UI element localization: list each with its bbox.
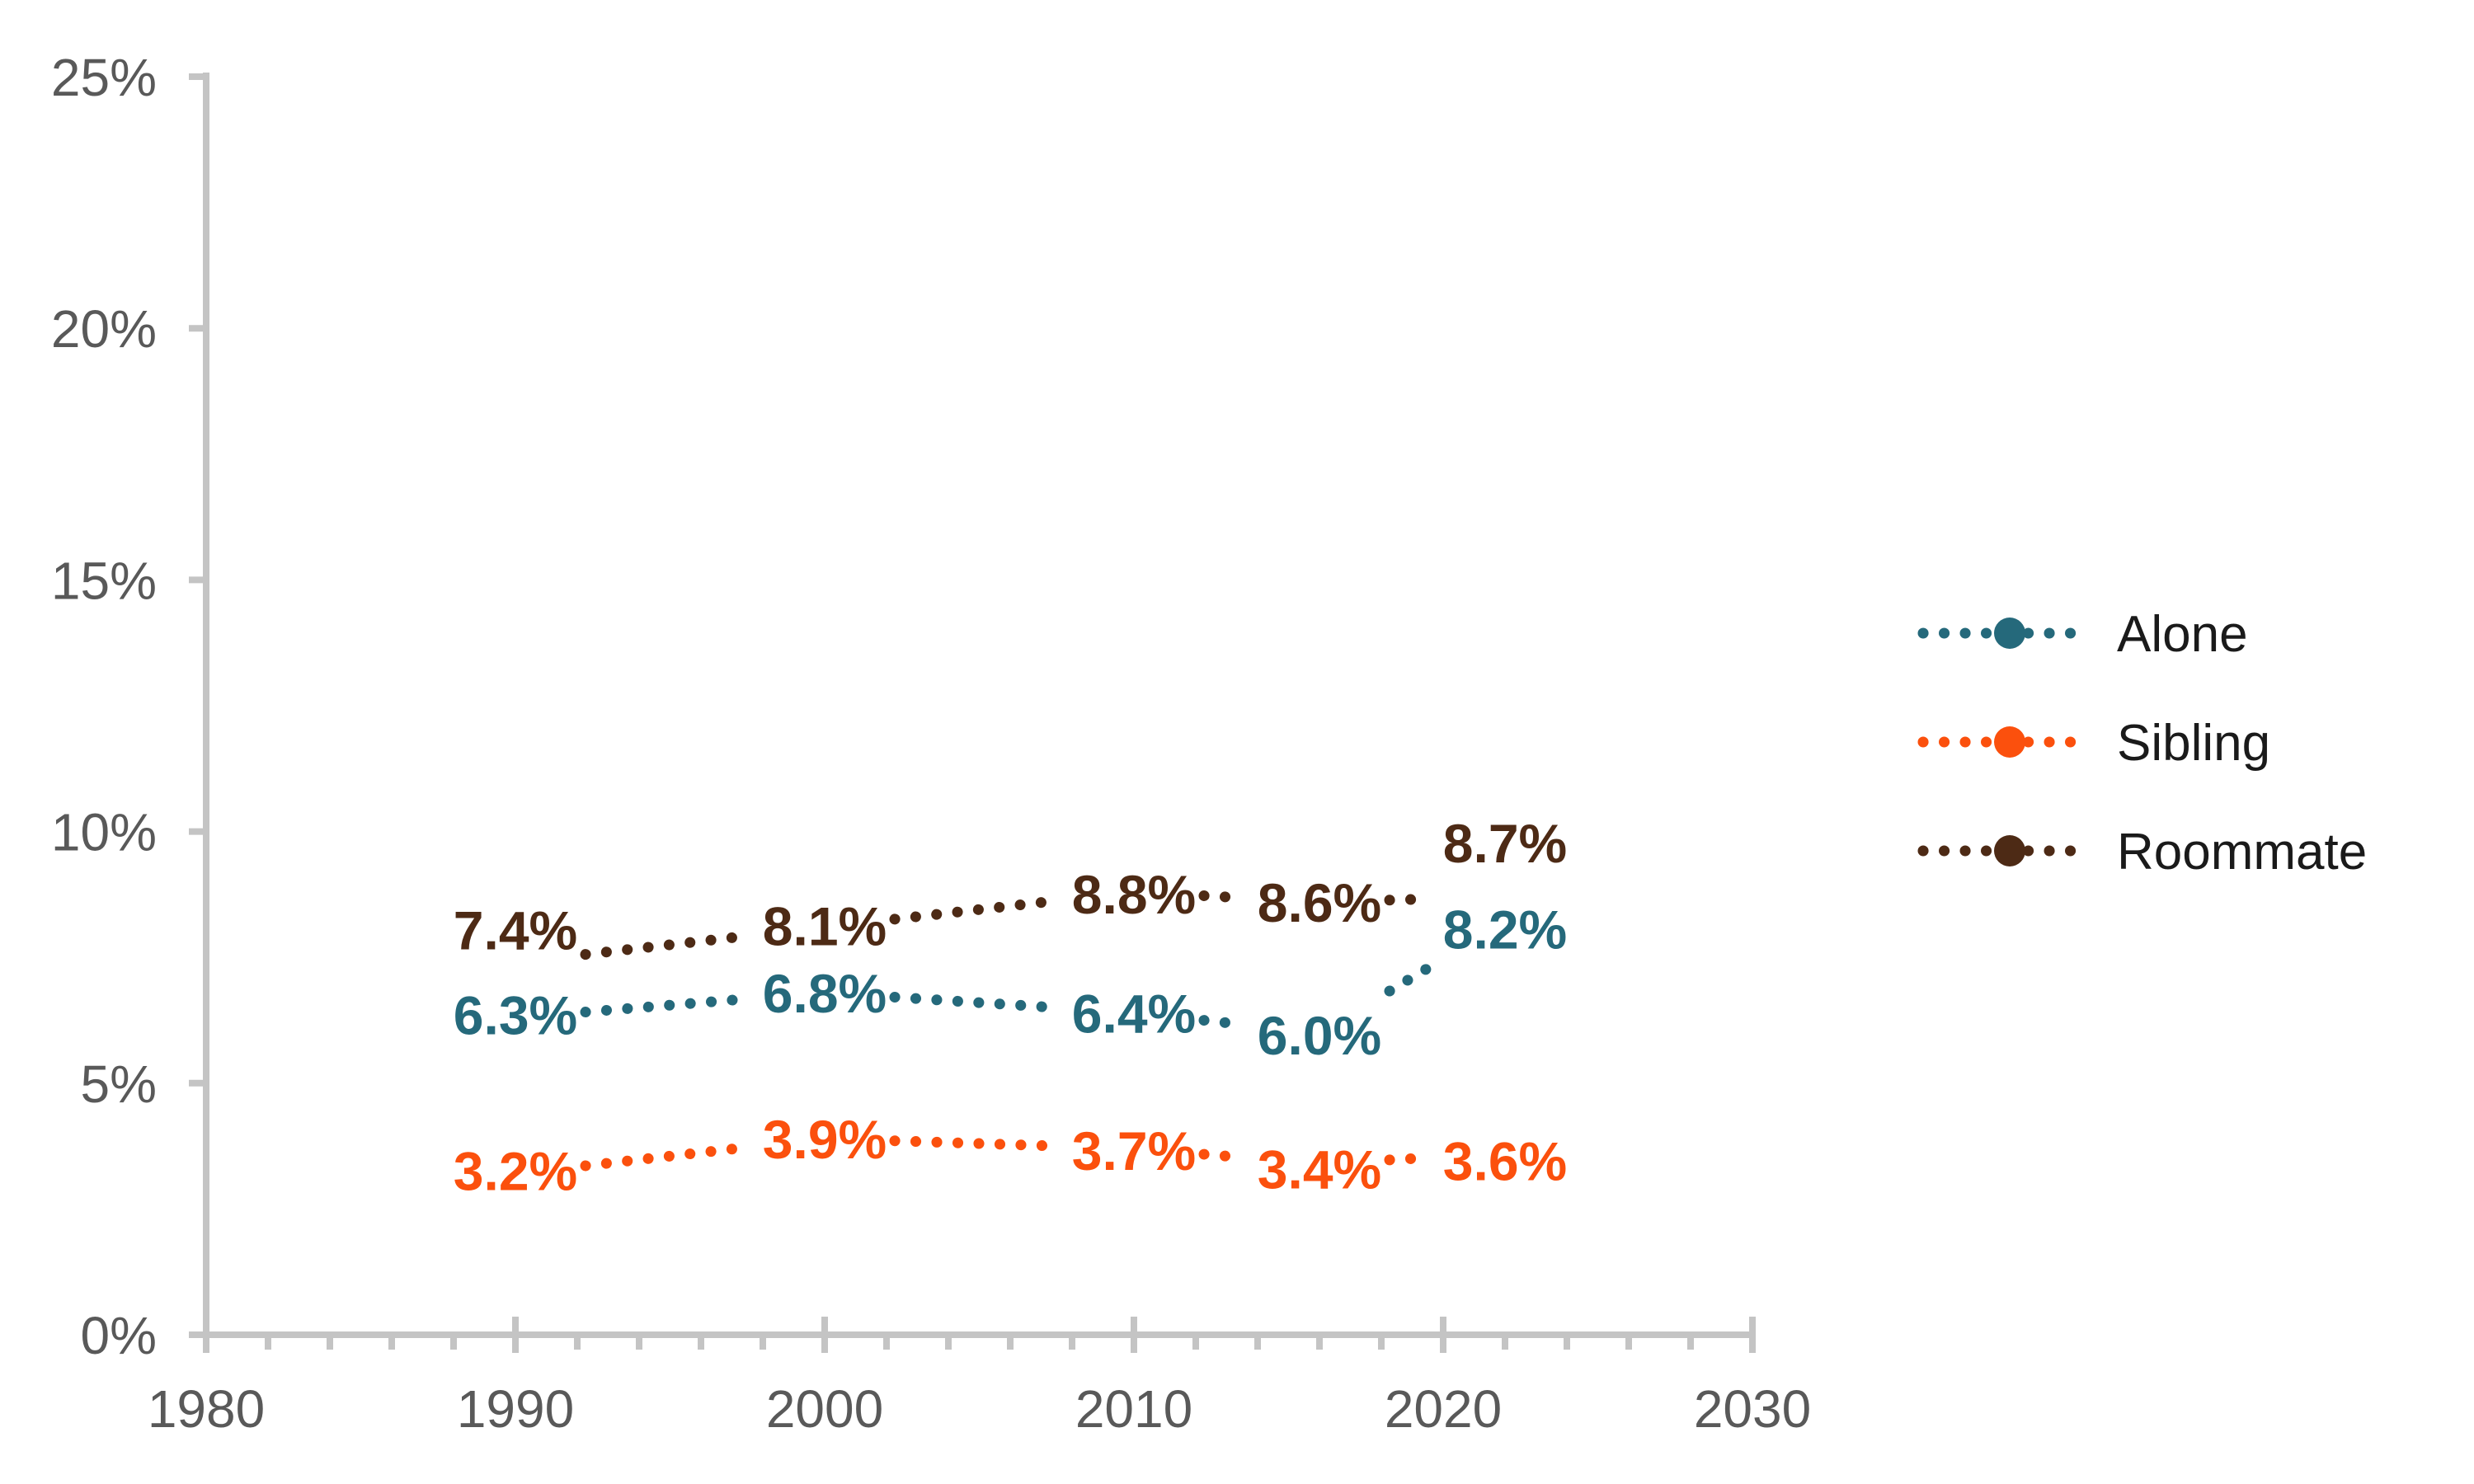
series-line-segment-sibling — [580, 1142, 752, 1172]
series-line-segment-sibling — [889, 1135, 1061, 1152]
legend-marker-dot-roommate — [1994, 835, 2025, 866]
y-axis-tick-label: 0% — [81, 1306, 158, 1365]
data-point-label-sibling: 3.9% — [763, 1109, 887, 1170]
legend-item-label-alone: Alone — [2117, 606, 2248, 663]
x-axis-tick-label: 2000 — [766, 1379, 883, 1439]
y-axis-tick-label: 5% — [81, 1054, 158, 1114]
y-axis-tick-label: 20% — [51, 299, 157, 359]
data-point-label-alone: 8.2% — [1443, 899, 1567, 960]
x-axis-tick-label: 2010 — [1075, 1379, 1192, 1439]
x-axis-tick-label: 2020 — [1385, 1379, 1502, 1439]
legend-marker-dot-alone — [1994, 618, 2025, 649]
data-point-label-roommate: 8.7% — [1443, 813, 1567, 874]
data-point-label-roommate: 8.6% — [1258, 872, 1381, 933]
series-line-segment-roommate — [580, 930, 752, 960]
data-point-label-sibling: 3.4% — [1258, 1139, 1381, 1200]
y-axis-tick-label: 15% — [51, 551, 157, 610]
series-line-segment-roommate — [889, 895, 1061, 925]
data-point-label-alone: 6.4% — [1072, 983, 1196, 1044]
series-line-segment-sibling — [1198, 1148, 1247, 1163]
legend-item-label-roommate: Roommate — [2117, 824, 2367, 881]
legend-item-label-sibling: Sibling — [2117, 715, 2270, 772]
y-axis-tick-label: 10% — [51, 803, 157, 862]
data-point-label-roommate: 7.4% — [454, 899, 577, 960]
series-line-segment-alone — [1384, 963, 1432, 997]
series-line-segment-roommate — [1384, 894, 1432, 906]
y-axis-tick-label: 25% — [51, 48, 157, 107]
data-point-label-roommate: 8.1% — [763, 896, 887, 957]
x-axis-tick-label: 1980 — [148, 1379, 265, 1439]
legend-marker-dot-sibling — [1994, 726, 2025, 758]
series-line-segment-sibling — [1384, 1152, 1432, 1166]
data-point-label-alone: 6.0% — [1258, 1005, 1381, 1066]
x-axis-tick-label: 1990 — [457, 1379, 574, 1439]
series-line-segment-roommate — [1198, 890, 1247, 904]
data-point-label-sibling: 3.7% — [1072, 1120, 1196, 1181]
series-line-segment-alone — [1198, 1015, 1247, 1030]
x-axis-tick-label: 2030 — [1694, 1379, 1811, 1439]
series-line-segment-alone — [580, 993, 752, 1018]
data-point-label-alone: 6.3% — [454, 984, 577, 1045]
series-line-segment-alone — [889, 991, 1061, 1013]
data-point-label-roommate: 8.8% — [1072, 864, 1196, 925]
data-point-label-sibling: 3.2% — [454, 1141, 577, 1202]
data-point-label-alone: 6.8% — [763, 963, 887, 1024]
data-point-label-sibling: 3.6% — [1443, 1130, 1567, 1191]
